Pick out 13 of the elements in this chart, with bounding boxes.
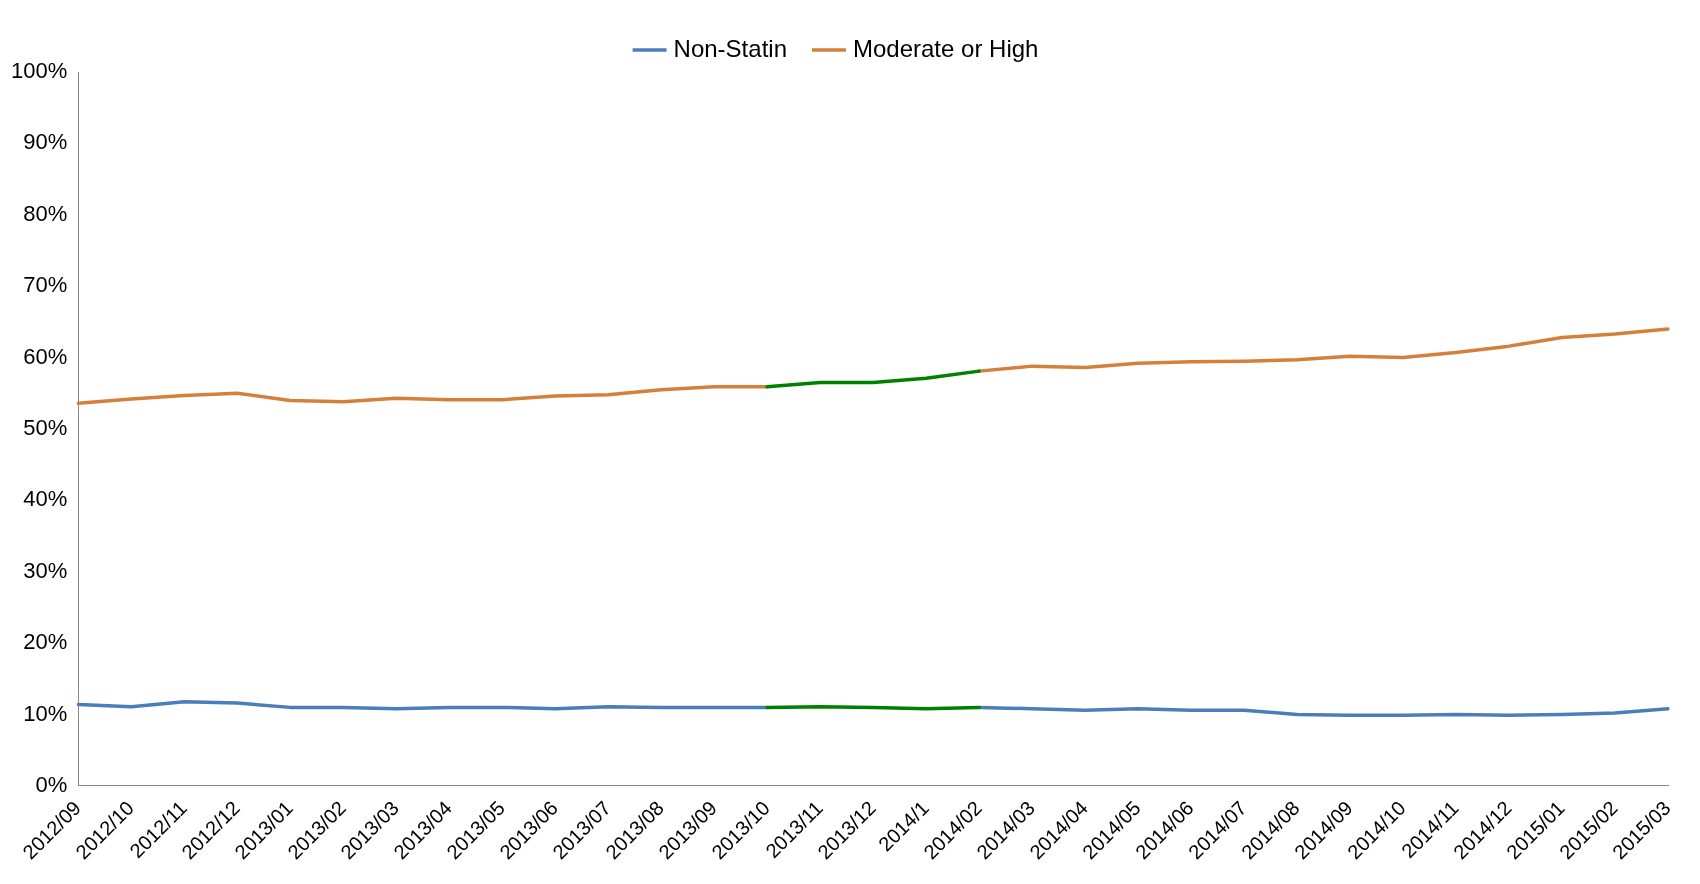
legend-label: Moderate or High [852,34,1039,62]
y-tick-label: 70% [23,272,68,298]
y-tick-label: 50% [23,415,68,441]
y-tick-label: 90% [23,129,68,155]
y-tick-label: 40% [23,486,68,512]
y-tick-label: 60% [23,343,68,369]
y-tick-label: 100% [10,58,68,84]
y-tick-label: 80% [23,200,68,226]
y-tick-label: 20% [23,629,68,655]
legend-label: Non-Statin [673,34,787,62]
y-tick-label: 10% [23,700,68,726]
y-tick-label: 0% [35,771,68,797]
y-tick-label: 30% [23,557,68,583]
